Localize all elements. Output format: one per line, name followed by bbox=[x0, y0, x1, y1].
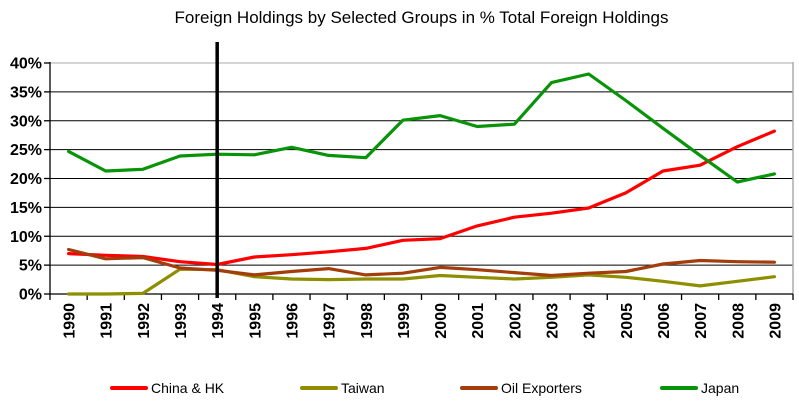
x-axis-label-1998: 1998 bbox=[359, 303, 376, 339]
legend-label-china-hk: China & HK bbox=[151, 380, 225, 396]
series-line-oil-exporters bbox=[66, 247, 777, 278]
x-axis-label-1994: 1994 bbox=[210, 303, 227, 339]
series-line-china-hk bbox=[66, 129, 777, 267]
x-axis-label-1997: 1997 bbox=[322, 303, 339, 339]
y-axis-label-25: 25% bbox=[10, 142, 42, 159]
legend-item-japan: Japan bbox=[660, 379, 739, 397]
y-axis-label-0: 0% bbox=[19, 287, 42, 304]
legend-label-oil-exporters: Oil Exporters bbox=[501, 380, 582, 396]
legend-item-taiwan: Taiwan bbox=[300, 379, 385, 397]
x-axis-label-2000: 2000 bbox=[433, 303, 450, 339]
series-line-taiwan bbox=[66, 267, 777, 296]
legend-swatch-taiwan bbox=[300, 386, 338, 390]
y-axis-label-10: 10% bbox=[10, 229, 42, 246]
legend-swatch-china-hk bbox=[110, 386, 148, 390]
x-axis-label-1993: 1993 bbox=[173, 303, 190, 339]
x-axis-label-2003: 2003 bbox=[545, 303, 562, 339]
x-axis-label-1990: 1990 bbox=[62, 303, 79, 339]
legend-label-taiwan: Taiwan bbox=[341, 380, 385, 396]
x-axis-label-2007: 2007 bbox=[693, 303, 710, 339]
x-axis-label-1995: 1995 bbox=[247, 303, 264, 339]
y-axis-label-40: 40% bbox=[10, 56, 42, 73]
x-axis-label-1991: 1991 bbox=[99, 303, 116, 339]
x-axis-label-2002: 2002 bbox=[507, 303, 524, 339]
chart-title: Foreign Holdings by Selected Groups in %… bbox=[174, 8, 669, 27]
y-axis-label-20: 20% bbox=[10, 171, 42, 188]
x-axis-label-2006: 2006 bbox=[656, 303, 673, 339]
legend-swatch-oil-exporters bbox=[460, 386, 498, 390]
y-axis-label-30: 30% bbox=[10, 113, 42, 130]
x-axis-label-1996: 1996 bbox=[284, 303, 301, 339]
legend-label-japan: Japan bbox=[701, 380, 740, 396]
y-axis-label-15: 15% bbox=[10, 200, 42, 217]
x-axis-label-2001: 2001 bbox=[470, 303, 487, 339]
y-axis-label-35: 35% bbox=[10, 84, 42, 101]
x-axis-label-1999: 1999 bbox=[396, 303, 413, 339]
legend-item-china-hk: China & HK bbox=[110, 379, 224, 397]
x-axis-label-2005: 2005 bbox=[619, 303, 636, 339]
legend-swatch-japan bbox=[660, 386, 698, 390]
series-line-japan bbox=[66, 72, 777, 184]
x-axis-label-1992: 1992 bbox=[136, 303, 153, 339]
x-axis-label-2008: 2008 bbox=[730, 303, 747, 339]
y-axis-label-5: 5% bbox=[19, 258, 42, 275]
x-axis-label-2009: 2009 bbox=[767, 303, 784, 339]
x-axis-label-2004: 2004 bbox=[582, 303, 599, 339]
legend-item-oil-exporters: Oil Exporters bbox=[460, 379, 582, 397]
